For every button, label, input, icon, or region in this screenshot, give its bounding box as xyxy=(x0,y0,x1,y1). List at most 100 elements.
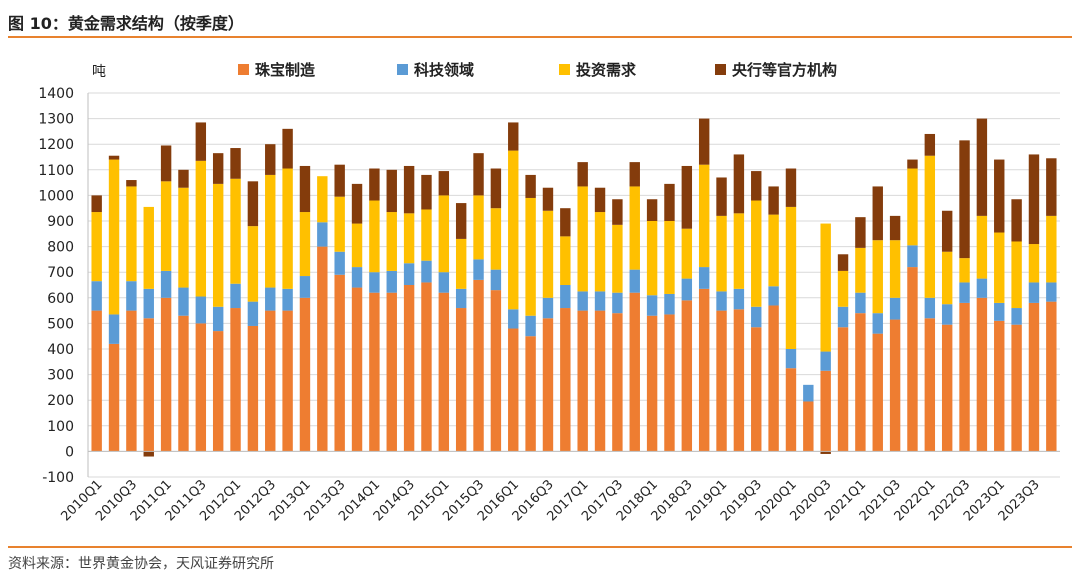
bar-jewelry xyxy=(386,292,397,452)
bar-central_banks xyxy=(751,171,762,201)
bar-technology xyxy=(91,281,102,311)
bar-jewelry xyxy=(282,310,293,452)
figure-title: 图 10：黄金需求结构（按季度） xyxy=(8,14,244,33)
bars xyxy=(91,118,1057,457)
bar-jewelry xyxy=(265,310,276,452)
bar-investment xyxy=(664,221,675,294)
bar-jewelry xyxy=(924,318,936,452)
x-axis: 2010Q12010Q32011Q12011Q32012Q12012Q32013… xyxy=(58,450,1060,524)
bar-jewelry xyxy=(91,310,102,452)
bar-technology xyxy=(525,315,536,337)
bar-technology xyxy=(143,288,154,319)
bar-technology xyxy=(455,288,467,309)
bar-technology xyxy=(820,351,831,371)
y-tick-label: 100 xyxy=(47,419,74,435)
bar-central_banks xyxy=(282,128,293,169)
bar-investment xyxy=(160,181,172,271)
bar-investment xyxy=(629,186,640,270)
bar-technology xyxy=(369,272,380,293)
bar-central_banks xyxy=(438,171,450,196)
bar-jewelry xyxy=(768,305,779,452)
bar-jewelry xyxy=(646,315,658,452)
bar-technology xyxy=(386,270,397,293)
source-note: 资料来源：世界黄金协会，天风证券研究所 xyxy=(8,556,274,572)
bar-investment xyxy=(994,232,1005,303)
bar-central_banks xyxy=(698,118,710,165)
bar-investment xyxy=(282,168,293,289)
legend-swatch-central_banks xyxy=(715,64,726,75)
bar-investment xyxy=(299,212,311,277)
bar-investment xyxy=(959,258,970,283)
bar-jewelry xyxy=(438,292,450,452)
bar-central_banks xyxy=(542,187,554,211)
legend: 珠宝制造 科技领域 投资需求 央行等官方机构 xyxy=(238,61,837,79)
y-tick-label: 800 xyxy=(47,240,74,256)
bar-jewelry xyxy=(108,343,120,452)
bar-jewelry xyxy=(525,336,536,452)
bar-jewelry xyxy=(351,287,363,452)
bar-central_banks xyxy=(664,183,675,221)
bar-investment xyxy=(195,160,207,297)
y-tick-label: 200 xyxy=(47,393,74,409)
bar-technology xyxy=(785,349,797,369)
y-axis-label: 吨 xyxy=(92,64,106,80)
bar-jewelry xyxy=(803,401,814,452)
bar-jewelry xyxy=(698,288,710,452)
bar-technology xyxy=(508,309,519,329)
bar-central_banks xyxy=(872,186,883,241)
bar-technology xyxy=(1011,308,1022,325)
legend-label-technology: 科技领域 xyxy=(414,61,474,79)
bar-central_banks xyxy=(525,174,536,198)
legend-label-jewelry: 珠宝制造 xyxy=(255,61,315,79)
bar-jewelry xyxy=(976,297,988,452)
bar-technology xyxy=(959,282,970,303)
bar-jewelry xyxy=(403,285,415,452)
bar-central_banks xyxy=(1046,158,1057,216)
bar-central_banks xyxy=(941,210,953,252)
bar-technology xyxy=(1046,282,1057,302)
bar-jewelry xyxy=(369,292,380,452)
bar-jewelry xyxy=(612,313,623,452)
bar-technology xyxy=(768,286,779,306)
bar-investment xyxy=(976,215,988,279)
bar-central_banks xyxy=(681,165,693,229)
bar-technology xyxy=(473,259,484,280)
title-rule xyxy=(8,36,1072,38)
bar-technology xyxy=(126,281,137,311)
bar-investment xyxy=(91,212,102,282)
bar-central_banks xyxy=(716,177,727,216)
bar-central_banks xyxy=(160,145,172,182)
bar-investment xyxy=(924,155,936,298)
bar-central_banks xyxy=(820,451,831,454)
bar-central_banks xyxy=(91,195,102,213)
bar-central_banks xyxy=(994,159,1005,233)
legend-swatch-technology xyxy=(397,64,408,75)
bar-technology xyxy=(698,267,710,289)
bar-jewelry xyxy=(855,313,866,452)
bar-jewelry xyxy=(455,308,467,452)
bar-jewelry xyxy=(195,323,207,452)
y-tick-label: -100 xyxy=(42,470,74,486)
bar-investment xyxy=(681,228,693,279)
stacked-bar-chart: -100 0 100 200 300 400 500 600 700 800 900 1000 1100… xyxy=(38,61,1060,524)
bar-central_banks xyxy=(837,254,849,271)
bar-technology xyxy=(803,384,814,402)
bar-investment xyxy=(577,186,588,292)
bar-technology xyxy=(230,283,241,309)
bar-central_banks xyxy=(247,181,259,227)
bar-central_banks xyxy=(490,168,502,209)
bar-central_banks xyxy=(143,451,154,457)
bar-technology xyxy=(681,278,693,301)
bar-central_banks xyxy=(455,203,467,239)
bar-jewelry xyxy=(994,320,1005,452)
legend-swatch-jewelry xyxy=(238,64,249,75)
bar-jewelry xyxy=(664,314,675,452)
bar-technology xyxy=(976,278,988,298)
bar-technology xyxy=(629,269,640,293)
bar-technology xyxy=(265,287,276,311)
bar-jewelry xyxy=(594,310,606,452)
bar-central_banks xyxy=(733,154,745,214)
bar-central_banks xyxy=(230,148,241,179)
bar-central_banks xyxy=(195,122,207,161)
bar-investment xyxy=(837,270,849,307)
